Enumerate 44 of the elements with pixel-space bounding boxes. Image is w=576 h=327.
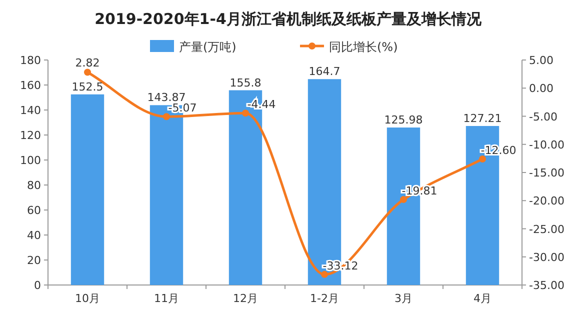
y-tick-label: 0 [34,279,41,292]
point [163,113,170,120]
y-tick-label: 100 [20,154,41,167]
y-tick-label: 20 [27,254,41,267]
x-tick-label: 10月 [75,292,100,305]
chart-title: 2019-2020年1-4月浙江省机制纸及纸板产量及增长情况 [94,10,482,28]
data-label: 127.21 [463,112,502,125]
data-label: 125.98 [384,114,423,127]
y-tick-label: 140 [20,104,41,117]
y2-tick-label: -25.00 [529,222,564,236]
x-tick-label: 12月 [233,292,258,305]
point [242,110,249,117]
y2-tick-label: -30.00 [529,250,564,264]
y-tick-label: 180 [20,54,41,67]
y-tick-label: 120 [20,129,41,142]
data-label: 143.87 [147,91,186,104]
data-label: 152.5 [72,80,104,94]
legend-label: 产量(万吨) [179,40,236,54]
y2-tick-label: -15.00 [529,166,564,180]
y2-tick-label: -10.00 [529,138,564,152]
y2-tick-label: -5.00 [529,110,558,124]
legend-label: 同比增长(%) [329,40,398,54]
data-label: -19.81 [402,184,438,198]
y-tick-label: 40 [27,229,41,242]
y2-tick-label: -20.00 [529,194,564,208]
y2-tick-label: -35.00 [529,279,564,292]
y-tick-label: 60 [27,204,41,217]
data-label: -33.12 [322,259,358,272]
y2-tick-label: 0.00 [529,82,554,96]
y2-tick-label: 5.00 [529,54,554,67]
point [84,68,91,76]
data-label: 164.7 [308,65,340,78]
y-tick-label: 160 [20,79,41,92]
x-tick-label: 4月 [474,292,492,305]
point [400,196,407,204]
x-tick-label: 3月 [394,292,412,305]
bar [70,94,104,285]
y-tick-label: 80 [27,179,41,192]
data-label: 155.8 [230,76,262,90]
point [321,270,328,278]
data-label: 2.82 [75,56,100,70]
x-tick-label: 1-2月 [310,292,339,305]
x-tick-label: 11月 [154,292,179,305]
point [479,156,486,162]
